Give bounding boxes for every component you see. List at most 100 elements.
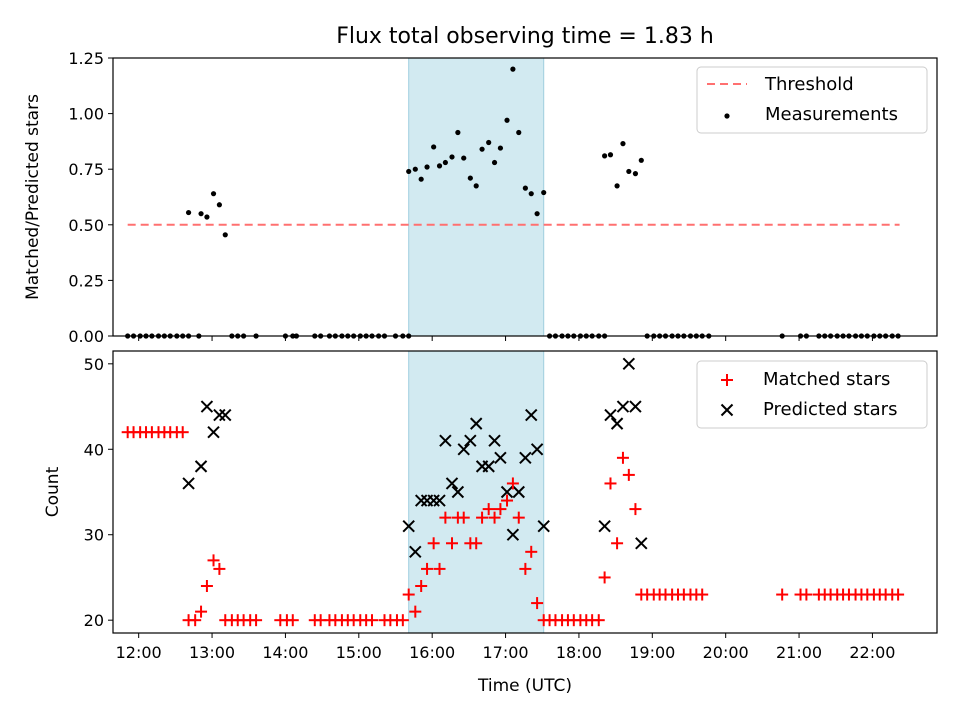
matched-star-point [207,554,220,567]
measurement-point [461,155,467,161]
measurement-point [216,202,222,208]
top-y-tick-label: 1.25 [68,49,104,68]
matched-star-point [622,468,635,481]
predicted-star-point [530,443,544,456]
matched-star-point [611,537,624,550]
measurement-point [473,183,479,189]
measurement-point [638,157,644,163]
top-legend-box [696,66,928,134]
matched-star-point [592,614,605,627]
predicted-star-point [433,494,446,507]
matched-star-point [189,614,202,627]
x-tick-label: 16:00 [409,643,455,662]
matched-star-point [470,537,483,550]
measurement-point [412,166,418,172]
x-tick-label: 21:00 [776,643,822,662]
matched-star-point [457,511,470,524]
bottom-legend: Matched stars Predicted stars [696,360,928,429]
bottom-y-axis-label: Count [43,466,63,517]
bottom-y-tick-label: 40 [84,440,104,459]
measurement-point [436,163,443,169]
matched-star-point [402,588,415,601]
matched-star-point [598,571,611,584]
measurement-point [504,117,510,123]
matched-star-point [501,494,514,507]
measurement-point [185,209,192,216]
top-y-tick-label: 1.00 [68,105,104,124]
matched-star-point [512,511,525,524]
matched-star-point [200,580,213,592]
measurement-point [528,191,534,197]
matched-star-point [892,588,905,601]
bottom-x-ticks: 12:00 13:00 14:00 15:00 16:00 17:00 18:00 19:00… [116,633,895,662]
measurement-point [222,232,228,238]
predicted-points [182,357,648,559]
predicted-star-point [427,494,440,507]
x-axis-label: Time (UTC) [477,676,572,696]
predicted-star-point [482,460,495,473]
measurement-point [497,145,504,151]
matched-star-point [800,588,813,601]
matched-star-point [433,562,446,575]
predicted-star-point [622,357,636,371]
predicted-star-point [439,434,452,447]
matched-star-point [525,545,538,558]
matched-star-point [439,511,452,524]
legend-measurements-swatch [724,113,730,119]
x-tick-label: 22:00 [849,643,895,662]
measurement-point [516,129,522,136]
predicted-star-point [402,519,415,533]
matched-star-point [421,562,434,575]
matched-star-point [604,477,617,490]
matched-star-point [250,614,263,627]
measurement-point [406,168,412,175]
x-tick-label: 20:00 [703,643,749,662]
bottom-legend-box [696,360,928,429]
legend-predicted-label: Predicted stars [763,399,897,420]
top-shaded-span [408,57,545,337]
predicted-star-point [182,477,195,490]
legend-measurements-label: Measurements [765,104,898,125]
measurement-point [204,214,210,220]
matched-star-point [396,614,409,627]
predicted-star-point [409,545,422,559]
predicted-star-point [200,400,214,413]
measurement-point [491,159,498,166]
measurement-point [541,189,547,196]
measurement-point [455,129,461,136]
predicted-star-point [604,408,617,422]
predicted-star-point [207,425,220,439]
measurement-point [510,66,516,72]
predicted-star-point [512,485,525,499]
predicted-star-point [488,434,501,447]
predicted-star-point [464,434,477,447]
predicted-star-point [525,408,538,422]
top-y-tick-label: 0.50 [68,216,104,235]
legend-predicted-swatch [720,403,734,417]
x-tick-label: 14:00 [262,643,308,662]
predicted-star-point [635,537,648,550]
measurement-point [486,139,492,146]
predicted-star-point [414,494,428,507]
matched-star-point [506,477,519,490]
matched-star-point [445,537,458,550]
x-tick-label: 19:00 [629,643,675,662]
predicted-star-point [219,408,232,422]
matched-star-point [213,562,226,575]
legend-matched-label: Matched stars [763,369,890,390]
matched-star-point [696,588,709,601]
measurement-point [632,171,639,177]
top-y-tick-label: 0.00 [68,327,104,346]
measurement-point [607,152,614,158]
x-tick-label: 12:00 [116,643,162,662]
predicted-star-point [500,485,514,499]
matched-star-point [476,511,489,524]
measurement-point [522,185,528,191]
measurement-point [198,211,204,217]
predicted-star-point [469,417,483,430]
matched-star-point [176,426,189,439]
x-tick-label: 13:00 [189,643,235,662]
predicted-star-point [494,451,507,465]
x-tick-label: 17:00 [483,643,529,662]
matched-star-point [409,605,422,618]
